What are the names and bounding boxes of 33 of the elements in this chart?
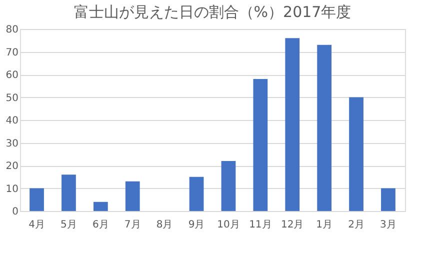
y-tick-label: 70 [6, 47, 18, 58]
y-tick-label: 50 [6, 92, 18, 104]
x-tick-label: 6月 [92, 220, 109, 230]
y-tick-label: 20 [6, 161, 18, 172]
bar [285, 38, 300, 211]
bar [30, 188, 44, 211]
x-tick-label: 12月 [281, 220, 304, 230]
x-tick-label: 3月 [380, 220, 396, 230]
y-tick-label: 80 [6, 24, 18, 36]
x-tick-label: 7月 [124, 220, 141, 230]
x-tick-label: 1月 [316, 220, 333, 230]
y-tick-label: 0 [12, 206, 18, 218]
x-tick-label: 2月 [348, 220, 364, 230]
y-tick-label: 60 [6, 70, 18, 81]
bar [93, 202, 108, 211]
bar [381, 188, 396, 211]
y-tick-label: 10 [6, 184, 18, 195]
chart-title: 富士山が見えた日の割合（%）2017年度 [74, 3, 352, 21]
bar [253, 79, 268, 211]
bar [125, 181, 140, 211]
x-tick-label: 10月 [217, 220, 240, 230]
bar [317, 44, 332, 211]
x-tick-label: 11月 [249, 220, 272, 230]
bar [189, 176, 204, 211]
bar [349, 97, 364, 211]
y-tick-label: 40 [6, 116, 18, 126]
bar [62, 174, 76, 211]
x-tick-label: 8月 [156, 220, 173, 230]
y-tick-label: 30 [6, 138, 18, 150]
x-tick-label: 9月 [188, 220, 205, 230]
x-tick-label: 5月 [60, 220, 77, 230]
bar [221, 160, 236, 211]
x-tick-label: 4月 [28, 220, 45, 230]
